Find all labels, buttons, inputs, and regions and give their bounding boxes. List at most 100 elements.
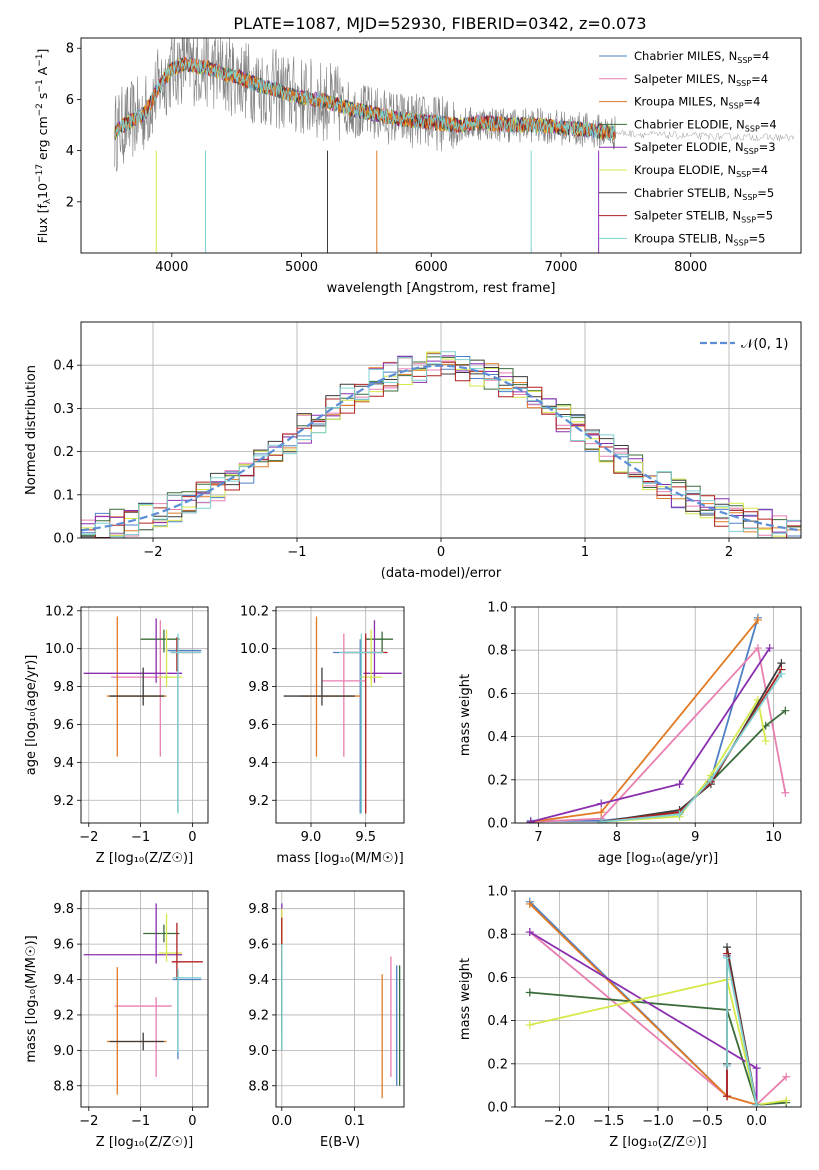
x-axis-label: (data-model)/error xyxy=(381,566,502,581)
y-tick-label: 9.0 xyxy=(53,1044,74,1059)
y-axis-label-part: 10 xyxy=(35,183,50,199)
legend-subscript: SSP xyxy=(736,79,751,88)
mass-weight-point-marker xyxy=(761,736,770,745)
x-axis-label: E(B-V) xyxy=(320,1135,360,1150)
x-axis-label: wavelength [Angstrom, rest frame] xyxy=(327,281,556,296)
y-tick-label: 8 xyxy=(66,42,74,57)
age-vs-metallicity-panel: −2 −1 0 9.2 9.4 9.6 9.8 10.0 10.2 Z [log₁₀(Z/Z☉)]… xyxy=(24,604,209,866)
mass-weight-point-marker xyxy=(525,899,534,908)
normal-distribution-curve xyxy=(81,364,801,532)
mass-weight-point-marker xyxy=(525,988,534,997)
y-axis-label-part: −17 xyxy=(35,164,45,183)
x-tick-label: 10 xyxy=(765,830,782,845)
x-tick-label: 9.5 xyxy=(355,830,376,845)
legend-entry-label: Salpeter ELODIE, NSSP=3 xyxy=(634,140,776,156)
x-tick-label: 0.0 xyxy=(271,1114,292,1129)
legend-subscript: SSP xyxy=(744,147,759,156)
legend-value: =4 xyxy=(751,163,768,177)
mass-weight-series-line xyxy=(601,697,767,823)
legend-entry-label: Chabrier STELIB, NSSP=5 xyxy=(634,186,774,202)
y-tick-label: 8.8 xyxy=(248,1079,269,1094)
y-tick-label: 9.8 xyxy=(248,680,269,695)
y-axis-label: mass [log₁₀(M/M☉)] xyxy=(24,935,39,1062)
legend-subscript: SSP xyxy=(745,124,760,133)
errorbar-traces xyxy=(283,616,402,814)
mass-weight-vs-age-panel: 7 8 9 10 0.0 0.2 0.4 0.6 0.8 1.0 age [log₁₀(age/yr… xyxy=(458,601,802,866)
y-axis-label-part: λ xyxy=(43,198,53,204)
y-axis-label-part: Flux [f xyxy=(35,204,50,244)
legend-entry-label: Kroupa ELODIE, NSSP=4 xyxy=(634,163,768,179)
legend-subscript: SSP xyxy=(742,193,757,202)
legend-value: =4 xyxy=(744,95,761,109)
x-tick-label: −1.0 xyxy=(642,1114,674,1129)
legend-subscript: SSP xyxy=(737,56,752,65)
x-tick-label: −1 xyxy=(131,1114,150,1129)
mass-weight-point-marker xyxy=(723,953,732,962)
y-tick-label: 9.8 xyxy=(53,902,74,917)
legend-entry-label: Chabrier ELODIE, NSSP=4 xyxy=(634,117,777,133)
x-axis-label: Z [log₁₀(Z/Z☉)] xyxy=(96,1135,193,1150)
y-tick-label: 1.0 xyxy=(487,885,508,900)
y-tick-label: 0.4 xyxy=(487,1014,508,1029)
x-tick-label: 0.1 xyxy=(344,1114,365,1129)
axes-frame xyxy=(80,37,802,254)
y-tick-label: 0.2 xyxy=(487,1057,508,1072)
mass-weight-point-marker xyxy=(752,1100,761,1107)
y-tick-label: 8.8 xyxy=(53,1079,74,1094)
x-tick-label: −2 xyxy=(79,830,98,845)
histogram-series-step xyxy=(81,357,801,538)
mass-weight-series-line xyxy=(530,647,771,823)
axes-frame xyxy=(80,321,802,539)
observed-spectrum xyxy=(114,38,616,172)
x-axis-label: age [log₁₀(age/yr)] xyxy=(598,851,719,866)
y-tick-label: 9.4 xyxy=(53,756,74,771)
mass-weight-point-marker xyxy=(525,1020,534,1029)
y-tick-label: 0.6 xyxy=(487,687,508,702)
mass-vs-metallicity-panel: −2 −1 0 8.8 9.0 9.2 9.4 9.6 9.8 Z [log₁₀(Z/Z☉)] ma… xyxy=(24,890,209,1150)
legend-value: =5 xyxy=(757,186,774,200)
y-axis-label: mass weight xyxy=(458,674,473,756)
mass-weight-point-marker xyxy=(597,808,606,817)
x-tick-label: 0 xyxy=(188,1114,196,1129)
legend-entry-label: Kroupa MILES, NSSP=4 xyxy=(634,95,760,111)
x-tick-label: 2 xyxy=(725,545,733,560)
y-tick-label: 9.6 xyxy=(53,718,74,733)
y-axis-label-part: s xyxy=(35,93,50,104)
mass-weight-series-line xyxy=(601,709,786,823)
axes-frame xyxy=(275,606,405,824)
x-tick-label: −2.0 xyxy=(544,1114,576,1129)
mass-weight-series-line xyxy=(601,662,783,823)
axes-frame xyxy=(514,606,802,824)
mass-weight-point-marker xyxy=(526,817,535,823)
mass-weight-point-marker xyxy=(597,817,606,823)
y-tick-label: 10.2 xyxy=(240,604,269,619)
legend-subscript: SSP xyxy=(736,170,751,179)
y-tick-label: 0.0 xyxy=(487,817,508,832)
mass-weight-point-marker xyxy=(752,1064,761,1073)
mass-weight-point-marker xyxy=(782,1072,791,1081)
axes-frame xyxy=(80,890,209,1108)
mass-weight-point-marker xyxy=(781,706,790,715)
y-axis-label: mass weight xyxy=(458,958,473,1040)
y-tick-label: 10.2 xyxy=(45,604,74,619)
legend-value: =4 xyxy=(752,49,769,63)
y-tick-label: 0.4 xyxy=(53,359,74,374)
y-axis-label-part: −1 xyxy=(35,79,45,92)
x-tick-label: 9 xyxy=(691,830,699,845)
x-tick-label: 8 xyxy=(613,830,621,845)
x-tick-label: −1 xyxy=(287,545,306,560)
y-tick-label: 9.4 xyxy=(248,973,269,988)
axes-frame xyxy=(514,890,802,1108)
mass-weight-point-marker xyxy=(781,788,790,797)
mass-weight-series-line xyxy=(529,978,787,1106)
spectrum-panel: 4000 5000 6000 7000 8000 2 4 6 8 wavelength [Angs… xyxy=(35,37,802,296)
errorbar-traces xyxy=(83,903,203,1095)
x-tick-label: −0.5 xyxy=(692,1114,724,1129)
legend-value: =5 xyxy=(749,231,766,245)
line-traces xyxy=(526,613,790,823)
y-tick-label: 1.0 xyxy=(487,601,508,616)
spectrum-traces xyxy=(114,38,795,253)
axes-frame xyxy=(275,890,405,1108)
y-axis-label: age [log₁₀(age/yr)] xyxy=(24,655,39,776)
